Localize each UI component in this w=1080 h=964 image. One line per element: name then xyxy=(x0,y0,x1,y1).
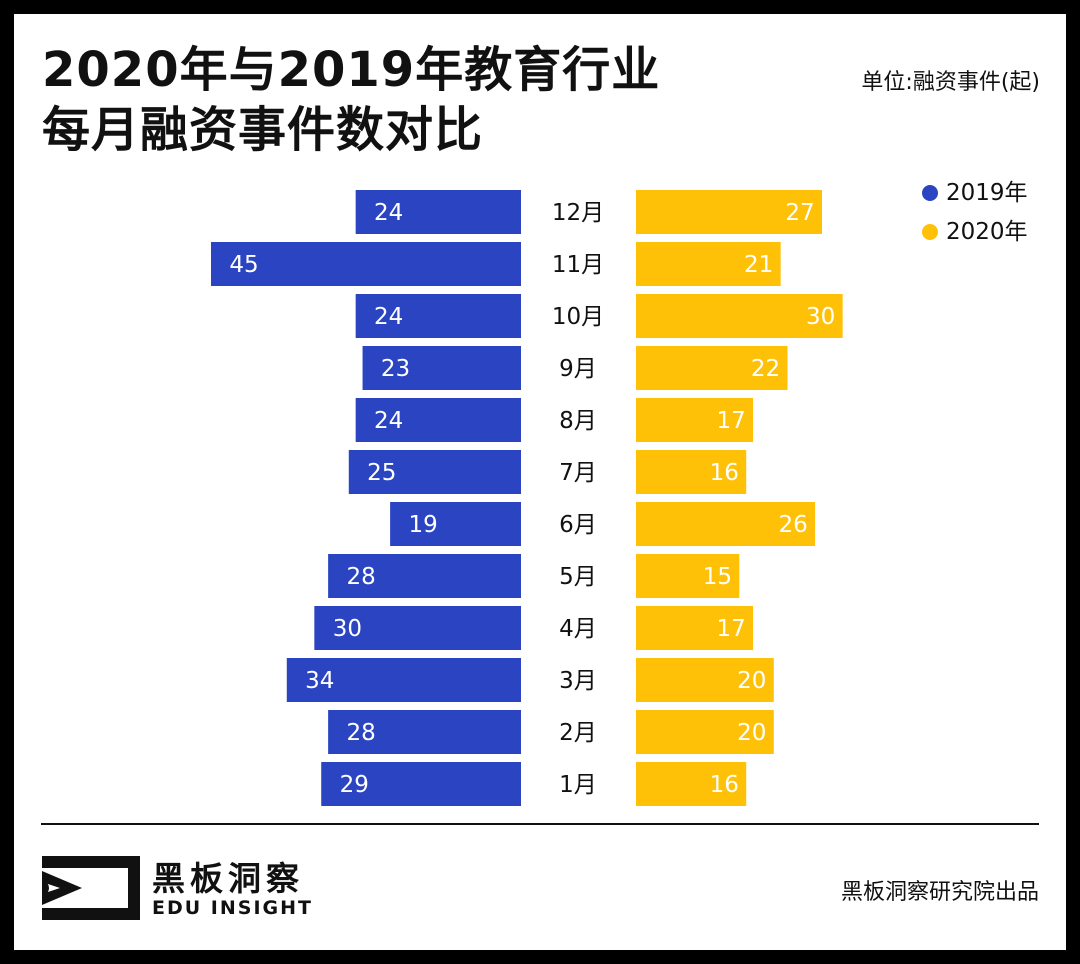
bar-2020-2月 xyxy=(636,710,774,754)
bar-2019-6月 xyxy=(390,502,521,546)
bar-2020-9月 xyxy=(636,346,788,390)
bar-2019-10月 xyxy=(355,294,521,338)
bar-2020-6月 xyxy=(636,502,816,546)
category-label-2月: 2月 xyxy=(559,720,597,746)
category-label-11月: 11月 xyxy=(552,252,604,278)
data-label-2020-5月: 15 xyxy=(703,564,732,590)
data-label-2019-6月: 19 xyxy=(408,512,437,538)
legend-item-2019: 2019年 xyxy=(922,177,1028,216)
eye-bracket-logo-icon xyxy=(42,856,140,920)
legend-item-2020: 2020年 xyxy=(922,216,1028,255)
legend-label-2020: 2020年 xyxy=(946,219,1028,245)
category-label-3月: 3月 xyxy=(559,668,597,694)
bar-2019-2月 xyxy=(328,710,521,754)
unit-label: 单位:融资事件(起) xyxy=(861,70,1040,95)
legend-swatch-2020 xyxy=(922,224,938,240)
bar-2019-7月 xyxy=(348,450,521,494)
bar-2020-8月 xyxy=(636,398,754,442)
bar-2019-3月 xyxy=(286,658,521,702)
data-label-2020-7月: 16 xyxy=(710,460,739,486)
data-label-2020-9月: 22 xyxy=(751,356,780,382)
credit-text: 黑板洞察研究院出品 xyxy=(840,880,1039,905)
bar-2019-5月 xyxy=(328,554,521,598)
bar-2020-1月 xyxy=(636,762,747,806)
category-label-7月: 7月 xyxy=(559,460,597,486)
bar-2019-11月 xyxy=(211,242,521,286)
bar-2020-10月 xyxy=(636,294,843,338)
legend: 2019年 2020年 xyxy=(922,177,1028,255)
legend-label-2019: 2019年 xyxy=(946,180,1028,206)
bar-2020-3月 xyxy=(636,658,774,702)
data-label-2020-6月: 26 xyxy=(778,512,807,538)
bar-2020-5月 xyxy=(636,554,740,598)
data-label-2020-2月: 20 xyxy=(737,720,766,746)
category-label-8月: 8月 xyxy=(559,408,597,434)
bar-2019-8月 xyxy=(355,398,521,442)
data-label-2020-1月: 16 xyxy=(710,772,739,798)
data-label-2020-10月: 30 xyxy=(806,304,835,330)
brand-name-cn: 黑板洞察 xyxy=(152,859,304,898)
bar-2019-12月 xyxy=(355,190,521,234)
bar-2020-4月 xyxy=(636,606,754,650)
data-label-2019-11月: 45 xyxy=(229,252,258,278)
category-label-1月: 1月 xyxy=(559,772,597,798)
data-label-2020-3月: 20 xyxy=(737,668,766,694)
data-label-2019-2月: 28 xyxy=(346,720,375,746)
data-label-2020-8月: 17 xyxy=(716,408,745,434)
data-label-2019-8月: 24 xyxy=(374,408,403,434)
category-label-10月: 10月 xyxy=(552,304,604,330)
brand-name-en: EDU INSIGHT xyxy=(152,897,313,919)
data-label-2019-10月: 24 xyxy=(374,304,403,330)
data-label-2020-12月: 27 xyxy=(785,200,814,226)
bar-2019-4月 xyxy=(314,606,521,650)
category-label-4月: 4月 xyxy=(559,616,597,642)
bar-2020-7月 xyxy=(636,450,747,494)
data-label-2019-7月: 25 xyxy=(367,460,396,486)
category-label-9月: 9月 xyxy=(559,356,597,382)
title-line-2: 每月融资事件数对比 xyxy=(42,102,484,158)
category-label-12月: 12月 xyxy=(552,200,604,226)
data-label-2020-4月: 17 xyxy=(716,616,745,642)
data-label-2019-4月: 30 xyxy=(333,616,362,642)
data-label-2019-5月: 28 xyxy=(346,564,375,590)
butterfly-bar-chart: 24 27 12月 45 21 11月 24 30 10月 23 22 9月 24 17 8月 25 16 7月 1… xyxy=(211,190,843,806)
category-label-6月: 6月 xyxy=(559,512,597,538)
category-label-5月: 5月 xyxy=(559,564,597,590)
bar-2019-9月 xyxy=(362,346,521,390)
bar-2020-12月 xyxy=(636,190,822,234)
legend-swatch-2019 xyxy=(922,185,938,201)
data-label-2019-12月: 24 xyxy=(374,200,403,226)
page-title: 2020年与2019年教育行业 每月融资事件数对比 xyxy=(42,40,660,160)
chart-frame: 2020年与2019年教育行业 每月融资事件数对比 单位:融资事件(起) 24 2… xyxy=(14,14,1066,950)
data-label-2019-1月: 29 xyxy=(340,772,369,798)
data-label-2020-11月: 21 xyxy=(744,252,773,278)
data-label-2019-9月: 23 xyxy=(381,356,410,382)
footer-divider xyxy=(41,823,1039,825)
title-line-1: 2020年与2019年教育行业 xyxy=(42,42,661,98)
bar-2019-1月 xyxy=(321,762,521,806)
bar-2020-11月 xyxy=(636,242,781,286)
data-label-2019-3月: 34 xyxy=(305,668,334,694)
